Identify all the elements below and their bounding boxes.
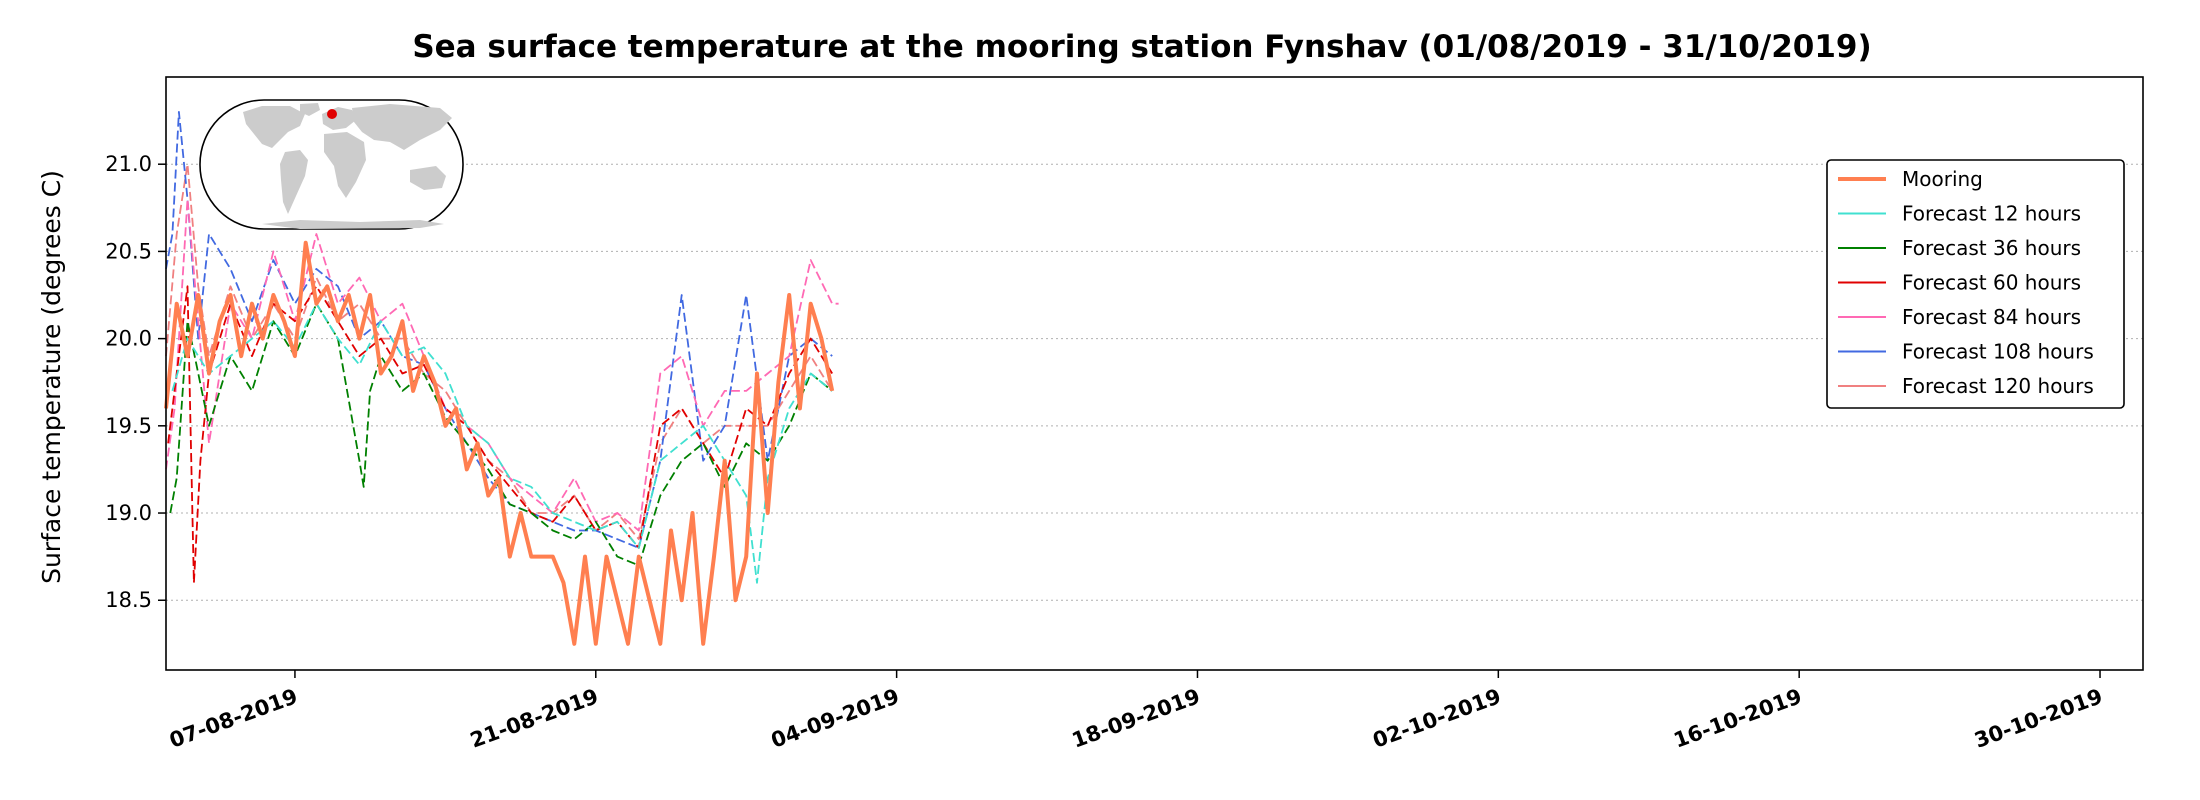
x-axis-ticks: 07-08-2019 21-08-2019 04-09-2019 18-09-2019…	[166, 670, 2106, 753]
world-map-inset	[199, 99, 464, 230]
legend-label: Forecast 12 hours	[1902, 202, 2081, 226]
x-tick-label: 21-08-2019	[467, 684, 601, 752]
legend-label: Forecast 108 hours	[1902, 340, 2094, 364]
series-line-mooring	[164, 240, 835, 646]
x-tick-label: 07-08-2019	[166, 684, 300, 752]
y-axis-ticks: 18.5 19.0 19.5 20.0 20.5 21.0	[105, 152, 166, 612]
series-line-forecast-60-hours	[167, 285, 833, 584]
y-tick-label: 20.0	[105, 327, 152, 351]
legend-label: Mooring	[1902, 167, 1983, 191]
series-line-forecast-36-hours	[169, 302, 833, 567]
x-tick-label: 30-10-2019	[1971, 684, 2105, 752]
legend-label: Forecast 36 hours	[1902, 236, 2081, 260]
map-north-america	[243, 106, 305, 148]
y-tick-label: 21.0	[105, 152, 152, 176]
map-africa	[324, 132, 366, 198]
series-lines	[164, 111, 839, 646]
map-asia	[352, 104, 452, 150]
legend-box	[1826, 159, 2125, 409]
x-tick-label: 16-10-2019	[1670, 684, 1804, 752]
chart-title: Sea surface temperature at the mooring s…	[412, 29, 1871, 65]
map-australia	[410, 166, 446, 190]
x-tick-label: 18-09-2019	[1069, 684, 1203, 752]
legend: Mooring Forecast 12 hours Forecast 36 hour…	[1826, 159, 2125, 409]
y-tick-label: 20.5	[105, 239, 152, 263]
legend-label: Forecast 84 hours	[1902, 305, 2081, 329]
series-line-forecast-12-hours	[171, 302, 833, 584]
legend-label: Forecast 120 hours	[1902, 374, 2094, 398]
y-tick-label: 18.5	[105, 588, 152, 612]
plot-frame	[165, 76, 2144, 671]
map-south-america	[280, 150, 308, 214]
y-axis-label: Surface temperature (degrees C)	[37, 170, 66, 584]
y-tick-label: 19.5	[105, 414, 152, 438]
map-antarctica	[262, 220, 444, 229]
station-marker	[327, 109, 337, 119]
y-tick-label: 19.0	[105, 501, 152, 525]
x-tick-label: 04-09-2019	[768, 684, 902, 752]
map-greenland	[300, 103, 320, 116]
legend-label: Forecast 60 hours	[1902, 271, 2081, 295]
x-tick-label: 02-10-2019	[1370, 684, 1504, 752]
